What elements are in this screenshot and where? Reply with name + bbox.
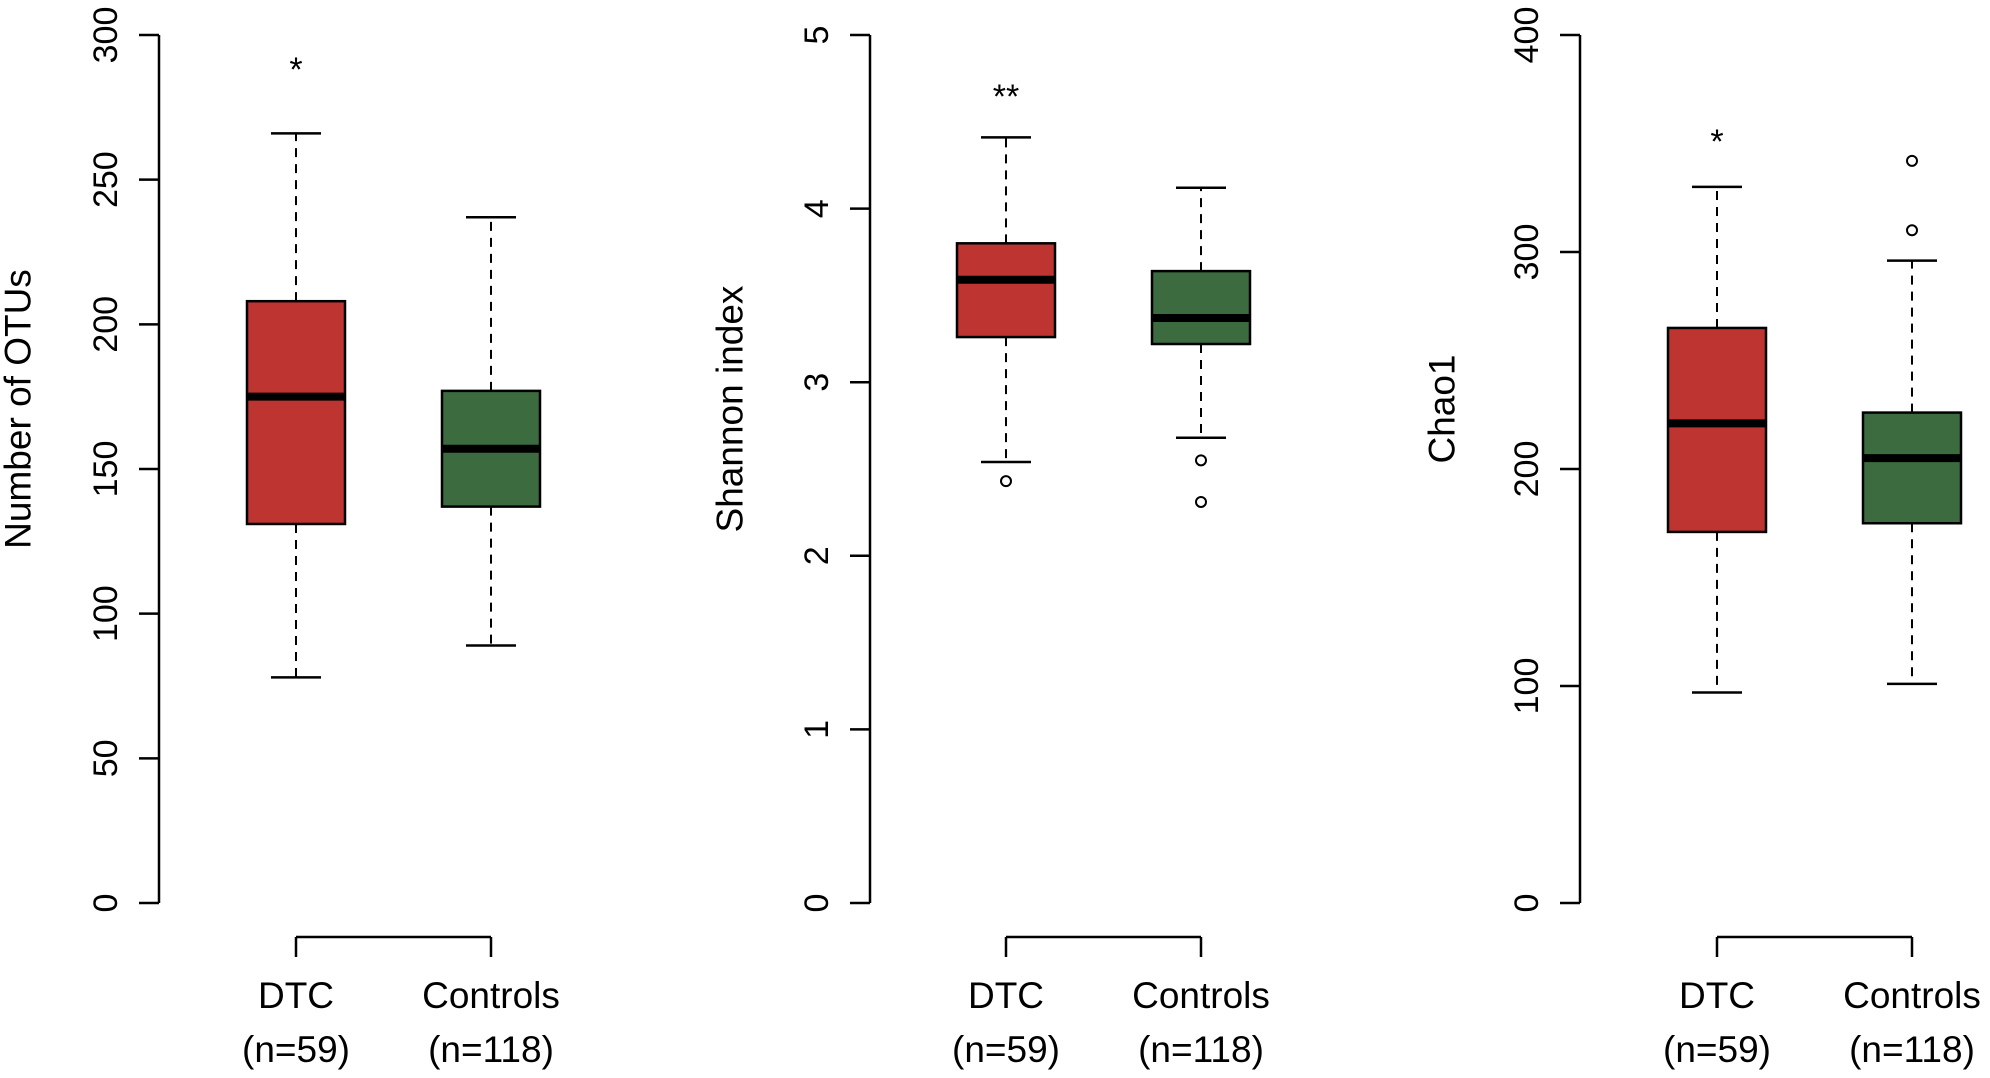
outlier-point [1000,475,1012,488]
x-sample-size-label: (n=118) [1849,1029,1975,1070]
y-tick-label: 100 [87,585,125,642]
y-tick-label: 100 [1508,658,1546,715]
iqr-box [1861,411,1963,525]
y-tick-label: 3 [798,373,836,392]
y-axis-label: Number of OTUs [0,269,39,549]
y-tick-label: 5 [798,26,836,45]
y-tick-label: 300 [1508,224,1546,281]
boxplot-panel-1: 0 50 100 150 200 250 300 Number of OTUs * DTC (n=5… [0,7,560,1070]
iqr-box [245,299,347,526]
y-tick-label: 200 [1508,441,1546,498]
y-tick-label: 4 [798,199,836,218]
outlier-point [1906,154,1918,167]
y-tick-label: 50 [87,739,125,777]
x-sample-size-label: (n=59) [952,1029,1060,1070]
y-tick-label: 1 [798,720,836,739]
y-axis-label: Chao1 [1422,354,1463,463]
x-category-label: Controls [1132,975,1270,1016]
significance-marker: * [1710,123,1723,161]
x-sample-size-label: (n=118) [428,1029,554,1070]
y-tick-label: 400 [1508,7,1546,64]
y-tick-label: 2 [798,546,836,565]
boxplot-panel-3: 0 100 200 300 400 Chao1 * DTC (n=59) Controls (n=1… [1422,7,1981,1070]
x-sample-size-label: (n=59) [1663,1029,1771,1070]
outlier-point [1195,454,1207,467]
x-sample-size-label: (n=59) [242,1029,350,1070]
box-controls: Controls (n=118) [1843,154,1981,1070]
box-dtc: * DTC (n=59) [242,51,350,1070]
x-category-label: DTC [1679,975,1755,1016]
y-tick-label: 200 [87,296,125,353]
y-tick-label: 150 [87,441,125,498]
iqr-box [1666,326,1768,534]
y-tick-label: 0 [87,894,125,913]
box-controls: Controls (n=118) [422,216,560,1070]
x-category-label: Controls [422,975,560,1016]
y-axis-label: Shannon index [710,285,751,532]
significance-marker: * [289,51,302,89]
iqr-box [1150,269,1252,346]
y-tick-label: 0 [798,894,836,913]
box-dtc: * DTC (n=59) [1663,123,1771,1070]
box-dtc: ** DTC (n=59) [952,78,1060,1070]
y-tick-label: 250 [87,151,125,208]
y-tick-label: 0 [1508,894,1546,913]
x-category-label: DTC [258,975,334,1016]
outlier-point [1906,224,1918,237]
significance-marker: ** [993,78,1019,116]
x-sample-size-label: (n=118) [1138,1029,1264,1070]
iqr-box [955,242,1057,339]
boxplot-panel-2: 0 1 2 3 4 5 Shannon index ** DTC (n=59) Controls (n… [710,26,1270,1070]
outlier-point [1195,495,1207,508]
y-tick-label: 300 [87,7,125,64]
x-category-label: Controls [1843,975,1981,1016]
box-controls: Controls (n=118) [1132,186,1270,1070]
x-category-label: DTC [968,975,1044,1016]
